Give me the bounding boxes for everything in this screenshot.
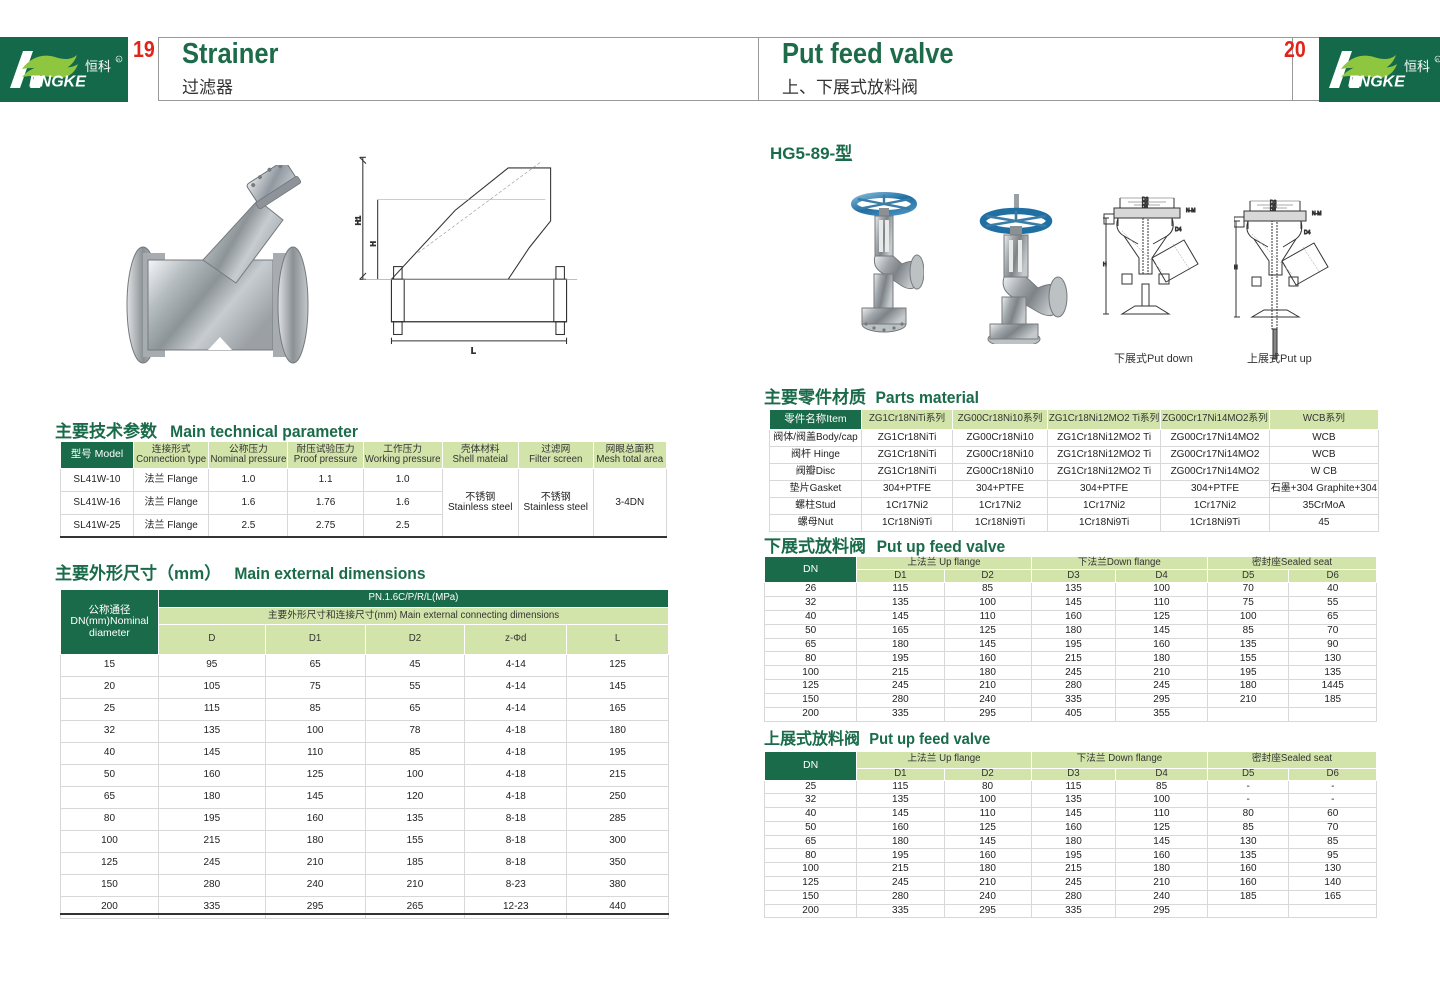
- svg-text:ENGKE: ENGKE: [1348, 74, 1406, 91]
- svg-text:H: H: [369, 241, 378, 246]
- svg-text:N-M: N-M: [1186, 208, 1195, 214]
- svg-text:D4: D4: [1304, 230, 1311, 236]
- svg-text:R: R: [117, 57, 120, 62]
- svg-text:D6: D6: [1142, 204, 1148, 209]
- svg-text:H: H: [1103, 262, 1107, 268]
- svg-text:恒科: 恒科: [1404, 59, 1430, 74]
- svg-text:H: H: [1234, 265, 1238, 271]
- svg-text:H1: H1: [354, 216, 363, 225]
- svg-text:R: R: [1436, 57, 1439, 62]
- svg-text:L: L: [471, 346, 476, 356]
- svg-text:D4: D4: [1175, 227, 1182, 233]
- svg-text:N-M: N-M: [1312, 211, 1321, 217]
- svg-text:恒科: 恒科: [85, 59, 111, 74]
- svg-text:D6: D6: [1270, 207, 1276, 212]
- svg-text:ENGKE: ENGKE: [29, 74, 87, 91]
